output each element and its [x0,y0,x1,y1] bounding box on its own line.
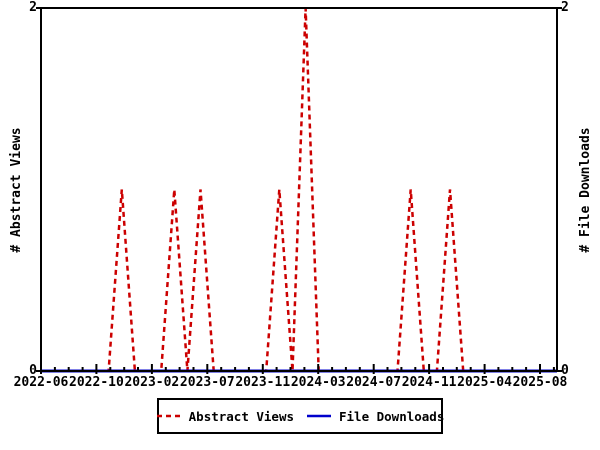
plot-frame [40,7,558,372]
right-y-tick-label-bottom: 0 [561,363,569,378]
x-tick-label: 2022-10 [69,375,124,390]
x-tick-label: 2025-04 [457,375,512,390]
red-series-line [43,7,557,373]
red-dashed-line-sample-icon [156,414,181,418]
x-tick-label: 2023-07 [179,375,235,390]
x-tick-label: 2024-11 [401,375,457,390]
right-y-tick-label-top: 2 [561,0,569,15]
x-tick-label: 2023-02 [124,375,180,390]
left-y-axis-title: # Abstract Views [9,127,24,253]
legend-box: Abstract Views File Downloads [156,398,444,434]
right-y-axis-title: # File Downloads [578,127,593,253]
legend-entry-abstract-views: Abstract Views [156,409,294,424]
x-tick-label: 2022-06 [13,375,69,390]
x-tick-label: 2023-11 [235,375,291,390]
legend-label-abstract-views: Abstract Views [188,408,294,424]
left-y-tick-label-bottom: 0 [29,363,37,378]
legend-entry-file-downloads: File Downloads [306,409,444,424]
x-tick-label: 2024-07 [346,375,402,390]
blue-solid-line-sample-icon [307,414,331,418]
left-y-tick-label-top: 2 [29,0,37,15]
legend-label-file-downloads: File Downloads [339,408,445,424]
x-tick-label: 2024-03 [290,375,346,390]
x-tick-label: 2025-08 [512,375,568,390]
